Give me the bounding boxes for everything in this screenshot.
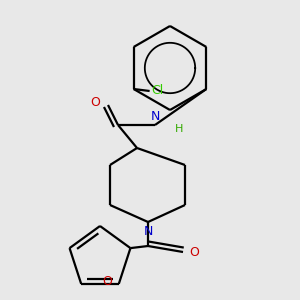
- Text: H: H: [175, 124, 183, 134]
- Text: O: O: [189, 245, 199, 259]
- Text: N: N: [150, 110, 160, 123]
- Text: O: O: [90, 97, 100, 110]
- Text: O: O: [102, 275, 112, 288]
- Text: N: N: [143, 225, 153, 238]
- Text: Cl: Cl: [152, 85, 164, 98]
